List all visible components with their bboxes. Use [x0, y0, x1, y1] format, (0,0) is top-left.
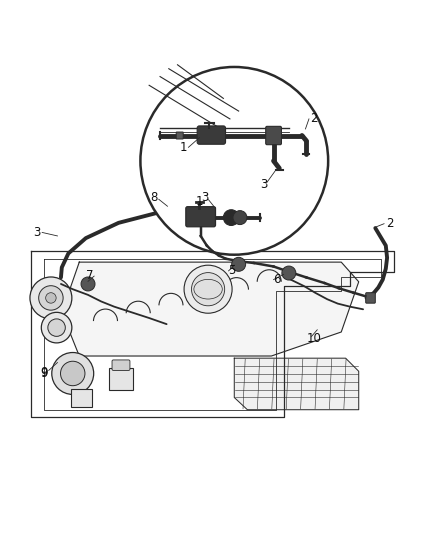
FancyBboxPatch shape	[197, 126, 226, 144]
Circle shape	[184, 265, 232, 313]
Circle shape	[30, 277, 72, 319]
Circle shape	[233, 211, 247, 224]
Text: 6: 6	[273, 273, 280, 286]
Circle shape	[52, 352, 94, 394]
Text: 8: 8	[151, 191, 158, 204]
Text: 2: 2	[386, 217, 394, 230]
Text: 3: 3	[33, 226, 40, 239]
FancyBboxPatch shape	[176, 132, 183, 139]
Text: 7: 7	[86, 269, 94, 282]
Polygon shape	[62, 262, 359, 356]
Text: 9: 9	[41, 367, 48, 380]
Circle shape	[60, 361, 85, 386]
Circle shape	[39, 286, 63, 310]
Text: 5: 5	[228, 264, 236, 277]
FancyBboxPatch shape	[186, 207, 215, 227]
Text: 1: 1	[196, 196, 203, 208]
Text: 3: 3	[201, 191, 209, 204]
Circle shape	[141, 67, 328, 255]
Text: 2: 2	[311, 111, 318, 125]
Text: 3: 3	[260, 178, 267, 191]
Circle shape	[46, 293, 56, 303]
Circle shape	[48, 319, 65, 336]
Polygon shape	[234, 358, 359, 410]
FancyBboxPatch shape	[266, 126, 282, 144]
FancyBboxPatch shape	[112, 360, 130, 370]
Text: 10: 10	[307, 332, 321, 345]
Circle shape	[191, 272, 225, 306]
FancyBboxPatch shape	[71, 389, 92, 407]
Circle shape	[81, 277, 95, 291]
Circle shape	[232, 257, 246, 271]
Text: 9: 9	[41, 366, 48, 378]
Circle shape	[223, 210, 239, 225]
FancyBboxPatch shape	[109, 368, 133, 390]
Circle shape	[282, 266, 296, 280]
FancyBboxPatch shape	[366, 293, 375, 303]
Text: 1: 1	[180, 141, 187, 154]
Circle shape	[41, 312, 72, 343]
